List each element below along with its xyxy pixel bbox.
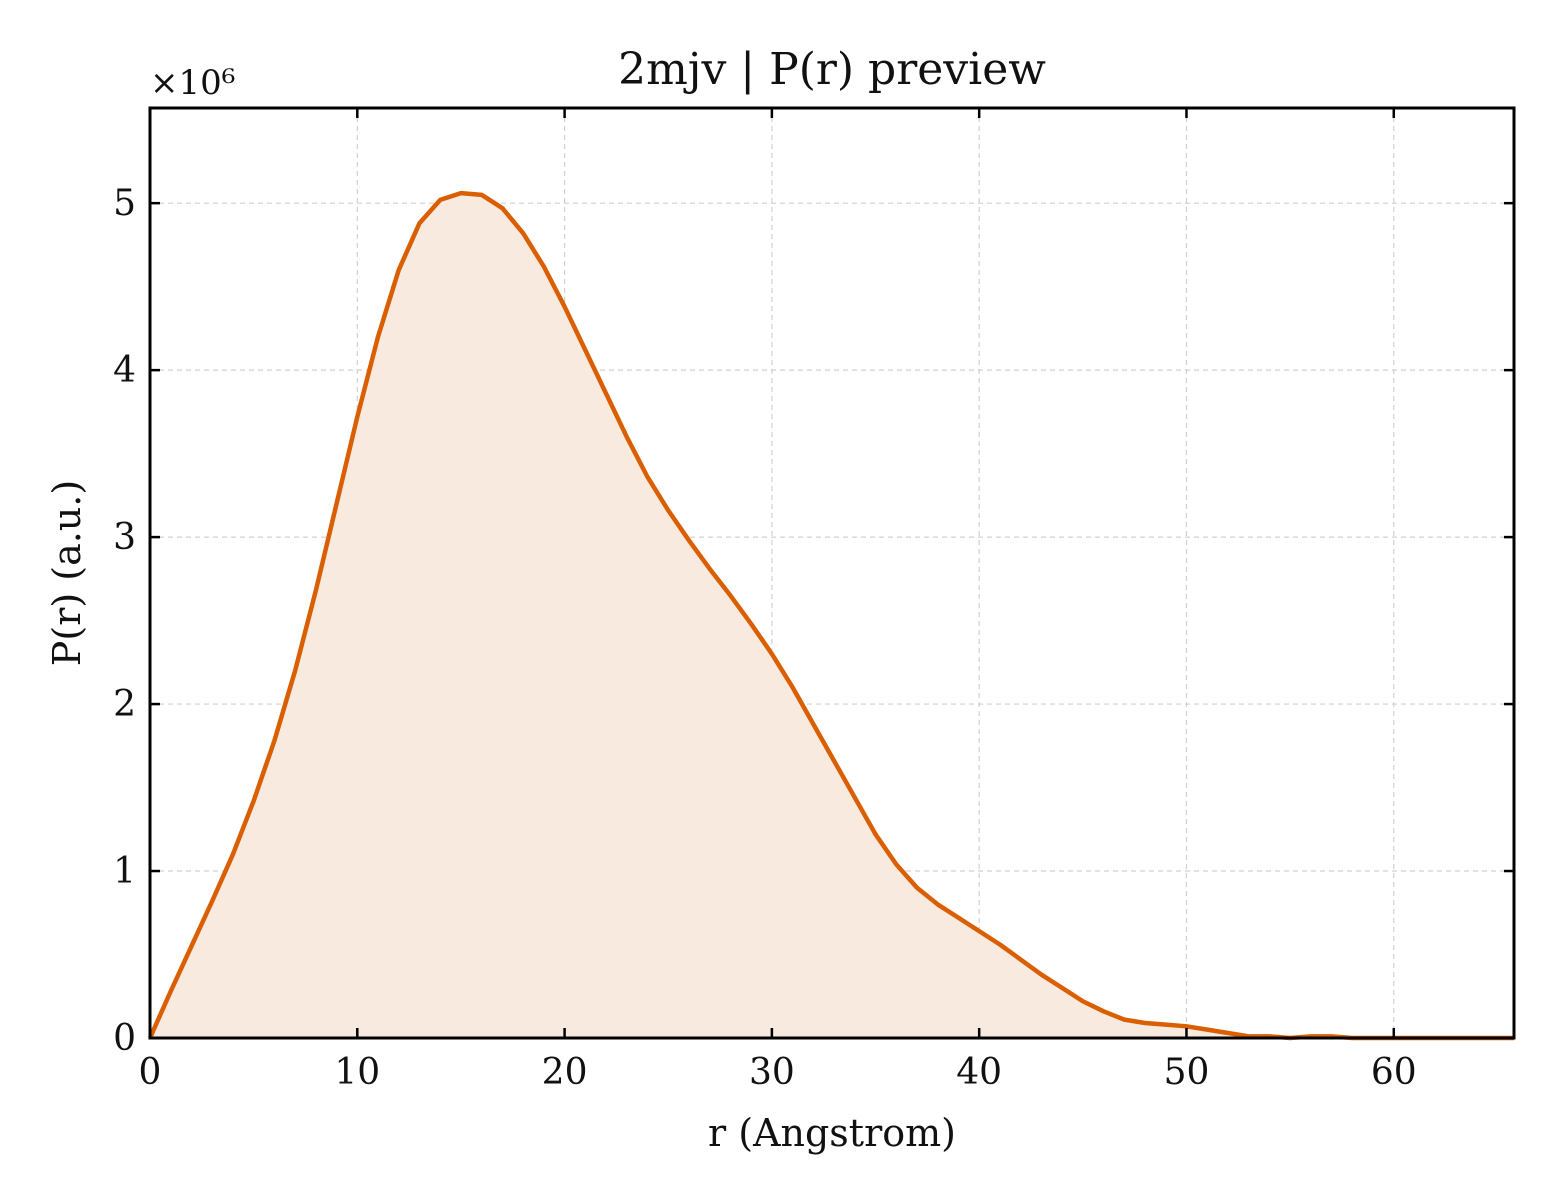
- y-scale-multiplier: ×10⁶: [150, 63, 235, 103]
- series-area-fill: [150, 193, 1514, 1038]
- axis-ticks: 0 10 20 30 40 50 60 0 1 2 3 4 5: [113, 108, 1514, 1093]
- x-tick-label: 50: [1164, 1052, 1210, 1093]
- x-tick-label: 30: [749, 1052, 795, 1093]
- chart-title: 2mjv | P(r) preview: [618, 44, 1046, 95]
- x-tick-label: 10: [334, 1052, 380, 1093]
- x-tick-label: 20: [542, 1052, 588, 1093]
- y-tick-label: 3: [113, 517, 136, 558]
- x-tick-label: 40: [956, 1052, 1002, 1093]
- x-tick-label: 0: [139, 1052, 162, 1093]
- x-tick-label: 60: [1371, 1052, 1417, 1093]
- x-axis-label: r (Angstrom): [708, 1111, 956, 1155]
- y-tick-label: 1: [113, 851, 136, 892]
- y-tick-label: 5: [113, 183, 136, 224]
- y-tick-label: 2: [113, 684, 136, 725]
- y-axis-label: P(r) (a.u.): [45, 480, 89, 666]
- plot-frame: [148, 106, 1516, 1040]
- y-tick-label: 4: [113, 350, 136, 391]
- y-tick-label: 0: [113, 1018, 136, 1059]
